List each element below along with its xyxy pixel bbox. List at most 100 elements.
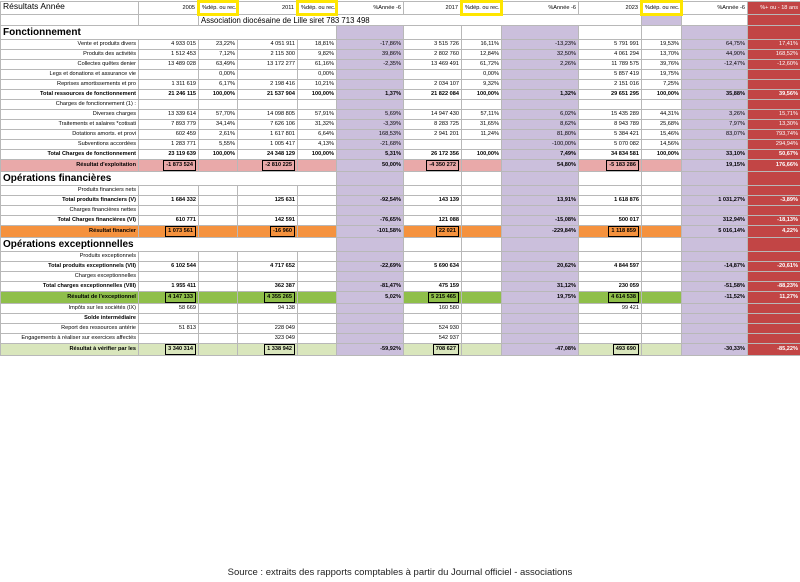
cell-1 [198,343,238,356]
empty-cell [138,99,199,110]
cell-2: 13 172 277 [237,59,298,70]
section-exceptionnelles: Opérations exceptionnelles [0,237,337,252]
cell-6 [461,323,502,334]
empty-cell [403,185,462,196]
cell-2: 4 717 652 [237,261,298,272]
cell-11: 13,30% [747,119,800,130]
empty-cell [336,185,404,196]
cell-10: 44,90% [681,49,748,60]
cell-2: 7 626 106 [237,119,298,130]
cell-5: 2 941 201 [403,129,462,140]
cell-9 [641,343,682,356]
header-var-2017: %Année -6 [501,1,579,15]
empty-cell [237,99,298,110]
cell-10: 83,07% [681,129,748,140]
cell-5: 542 937 [403,333,462,344]
cell-4: -17,86% [336,39,404,50]
empty-cell [501,313,579,324]
cell-10: 312,94% [681,215,748,226]
cell-1: 23,22% [198,39,238,50]
cell-11: -18,13% [747,215,800,226]
cell-2: 4 051 911 [237,39,298,50]
cell-2: 142 591 [237,215,298,226]
cell-7: 19,75% [501,291,579,304]
cell-2: 228 049 [237,323,298,334]
empty-cell [297,271,337,282]
cell-11: -20,61% [747,261,800,272]
cell-9: 19,53% [641,39,682,50]
cell-2: 24 348 129 [237,149,298,160]
cell-2: 14 098 805 [237,109,298,120]
cell-6: 100,00% [461,149,502,160]
cell-10: 3,26% [681,109,748,120]
total-row: Total produits exceptionnels (VII) 6 102 … [0,261,800,272]
empty-cell [747,313,800,324]
boxed-value: -2 810 225 [262,160,295,171]
cell-8: 1 618 876 [578,195,642,206]
empty-cell [501,271,579,282]
empty-cell [198,99,238,110]
cell-1 [198,159,238,172]
subheading-row: Charges exceptionnelles [0,271,800,282]
boxed-value: 4 614 538 [608,292,639,303]
header-2011: 2011 [237,1,298,15]
empty-cell [747,99,800,110]
cell-5: 14 947 430 [403,109,462,120]
cell-6: 57,11% [461,109,502,120]
boxed-value: 22 021 [435,226,459,237]
cell-1: 100,00% [198,149,238,160]
row-label: Legs et donations et assurance vie [0,69,139,80]
cell-2: 323 049 [237,333,298,344]
cell-10: -14,87% [681,261,748,272]
cell-6 [461,215,502,226]
empty-cell [237,271,298,282]
cell-5 [403,139,462,150]
cell-1 [198,261,238,272]
row-label: Produits financiers nets [0,185,139,196]
cell-4: 5,31% [336,149,404,160]
header-pct-2023: %dép. ou rec. [640,0,683,16]
empty-cell [237,185,298,196]
cell-7: -100,00% [501,139,579,150]
cell-3 [297,225,337,238]
cell-6: 31,65% [461,119,502,130]
empty-cell [747,271,800,282]
cell-10: -30,33% [681,343,748,356]
cell-9: 13,70% [641,49,682,60]
cell-7: 54,80% [501,159,579,172]
cell-7 [501,323,579,334]
cell-11: 294,94% [747,139,800,150]
empty-cell [403,251,462,262]
cell-6 [461,291,502,304]
cell-0 [138,69,199,80]
cell-8: 4 061 294 [578,49,642,60]
empty-cell [681,271,748,282]
cell-3 [297,281,337,292]
row-label: Impôts sur les sociétés (IX) [0,303,139,314]
cell-4: 39,86% [336,49,404,60]
cell-6 [461,343,502,356]
boxed-value: -5 183 286 [606,160,639,171]
cell-3 [297,343,337,356]
cell-5: 21 822 084 [403,89,462,100]
cell-3 [297,195,337,206]
cell-0: 13 489 028 [138,59,199,70]
cell-5: -4 350 272 [403,159,462,172]
empty-cell [681,99,748,110]
cell-3: 31,32% [297,119,337,130]
cell-1: 0,00% [198,69,238,80]
empty-cell [501,251,579,262]
cell-1 [198,225,238,238]
cell-4: 5,69% [336,109,404,120]
cell-7: -229,84% [501,225,579,238]
boxed-value: 708 627 [432,344,459,355]
row-label: Charges financières nettes [0,205,139,216]
row-label: Dotations amorts. et provi [0,129,139,140]
cell-8: 29 651 295 [578,89,642,100]
cell-0: 1 955 411 [138,281,199,292]
empty-cell [461,99,502,110]
cell-11: -85,22% [747,343,800,356]
cell-1: 2,61% [198,129,238,140]
empty-cell [138,205,199,216]
total-row: Total Charges de fonctionnement 23 119 63… [0,149,800,160]
